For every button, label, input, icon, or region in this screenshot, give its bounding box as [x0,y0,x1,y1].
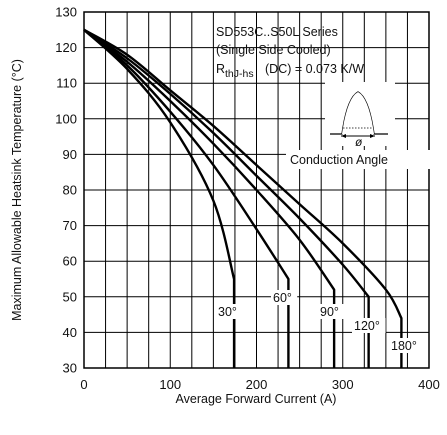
tick-labels: 0 100 200 300 400 30 40 50 60 70 80 90 100 110 120 130 [55,5,440,393]
resistance-symbol: R [216,62,225,76]
x-axis-label: Average Forward Current (A) [176,392,337,406]
curves [83,28,403,368]
curve-30deg [83,28,236,368]
x-tick-label: 300 [332,377,354,392]
curve-60deg [83,28,290,368]
x-tick-label: 0 [80,377,87,392]
curve-label-60deg: 60° [273,291,292,305]
curve-label-180deg: 180° [391,339,417,353]
curve-180deg [83,28,403,368]
curve-label-90deg: 90° [320,305,339,319]
conduction-angle-label: Conduction Angle [290,153,388,167]
y-tick-label: 100 [55,111,77,126]
y-axis-label: Maximum Allowable Heatsink Temperature (… [10,59,24,321]
resistance-value: (DC) = 0.073 K/W [265,62,364,76]
curve-label-bg [318,304,345,319]
y-tick-label: 130 [55,5,77,20]
y-tick-label: 70 [63,218,77,233]
curve-label-120deg: 120° [354,319,380,333]
y-tick-label: 120 [55,40,77,55]
curve-120deg [83,28,370,368]
x-tick-label: 200 [246,377,268,392]
y-tick-label: 40 [63,325,77,340]
y-tick-label: 110 [56,76,77,91]
curve-label-bg [216,304,243,319]
curve-label-bg [389,338,423,353]
phi-symbol: ø [355,135,363,149]
curve-90deg [83,28,336,368]
curve-labels: 30° 60° 90° 120° 180° [216,290,423,353]
plot-frame [83,11,430,369]
conduction-label-bg [286,150,430,169]
curve-label-bg [352,318,386,333]
x-tick-label: 100 [159,377,181,392]
series-title: SD553C..S50L Series [216,25,338,39]
x-tick-label: 400 [418,377,440,392]
conduction-angle-icon [325,82,395,146]
y-tick-label: 50 [63,289,77,304]
y-tick-label: 60 [63,254,77,269]
cooling-note: (Single Side Cooled) [216,43,331,57]
y-tick-label: 90 [63,147,77,162]
resistance-subscript: thJ-hs [225,68,254,80]
y-tick-label: 30 [63,361,77,376]
curve-label-30deg: 30° [218,305,237,319]
y-tick-label: 80 [63,183,77,198]
curve-label-bg [271,290,298,305]
